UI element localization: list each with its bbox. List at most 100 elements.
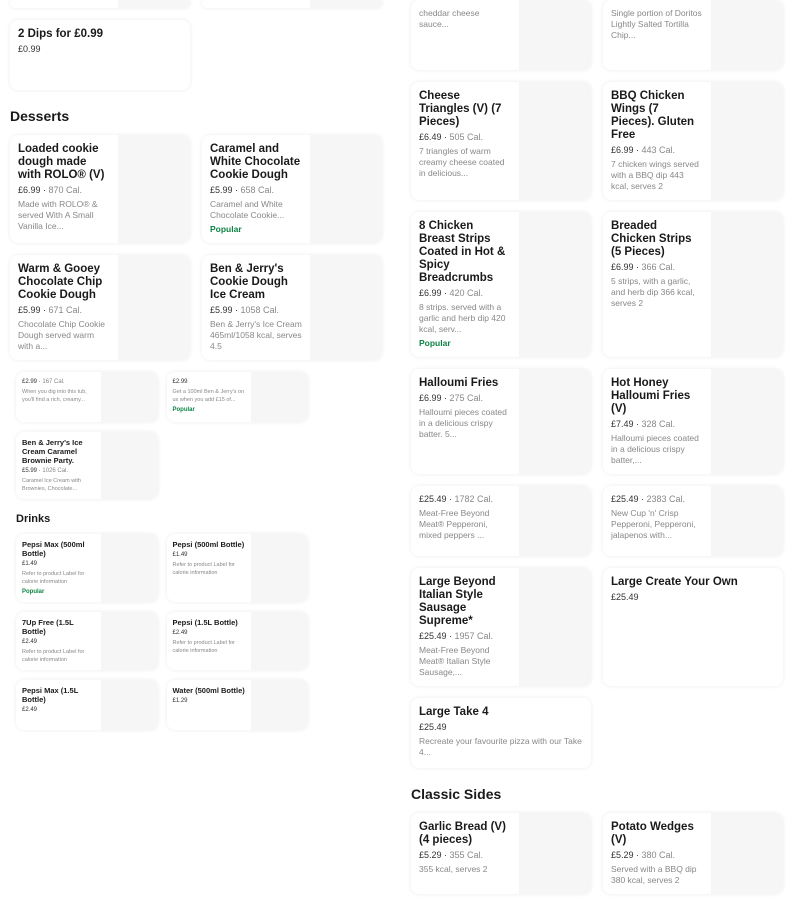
item-calories: 167 Cal. [42, 379, 65, 385]
menu-item-card[interactable]: Potato Wedges (V) £5.29 · 380 Cal. Served … [603, 813, 783, 894]
item-description: Refer to product Label for calorie infor… [172, 562, 235, 576]
item-image [251, 372, 308, 422]
item-price: £5.99 [210, 305, 233, 315]
item-image [251, 680, 308, 730]
item-description: cheddar cheese sauce... [419, 8, 480, 29]
menu-item-card[interactable]: Cheese Triangles (V) (7 Pieces) £6.49 · 5… [411, 82, 591, 200]
item-calories: 1782 Cal. [454, 494, 494, 504]
item-calories: 275 Cal. [449, 393, 484, 403]
popular-badge: Popular [210, 224, 242, 234]
menu-item-card[interactable]: Garlic Bread (V) (4 pieces) £5.29 · 355 C… [411, 813, 591, 894]
menu-item-card[interactable]: Ben & Jerry's Cookie Dough Ice Cream £5.9… [202, 255, 382, 360]
item-title: Cheese Triangles (V) (7 Pieces) [419, 90, 502, 128]
item-image [100, 680, 158, 730]
menu-row: Loaded cookie dough made with ROLO® (V) £… [10, 135, 382, 243]
menu-item-card[interactable]: £25.49 · 1782 Cal. Meat-Free Beyond Meat®… [411, 486, 591, 556]
item-description: Recreate your favourite pizza with our T… [419, 736, 582, 757]
menu-item-card[interactable]: Pepsi Max (500ml Bottle) £1.49 Refer to pr… [16, 534, 158, 602]
item-title: Large Take 4 [419, 706, 489, 718]
item-price: £0.99 [18, 44, 41, 54]
item-image [711, 813, 783, 894]
item-price: £25.49 [419, 631, 447, 641]
menu-row: Pepsi Max (1.5L Bottle) £2.49 Water (500ml… [16, 680, 308, 730]
drinks-region: £2.99 · 167 Cal. When you dig into this t… [16, 372, 308, 730]
item-description: 8 strips. served with a garlic and herb … [419, 302, 506, 334]
item-calories: 2383 Cal. [646, 494, 686, 504]
item-description: Single portion of Doritos Lightly Salted… [611, 8, 702, 40]
menu-item-card[interactable]: Loaded cookie dough made with ROLO® (V) £… [10, 135, 190, 243]
item-price: £6.99 [611, 145, 634, 155]
item-info: £25.49 · 1782 Cal. Meat-Free Beyond Meat®… [411, 486, 519, 556]
item-image [118, 255, 190, 360]
item-price: £6.99 [611, 262, 634, 272]
menu-item-card[interactable]: Large Create Your Own £25.49 [603, 568, 783, 686]
item-image [519, 369, 591, 474]
item-image [519, 568, 591, 686]
menu-item-card[interactable]: Caramel and White Chocolate Cookie Dough… [202, 135, 382, 243]
item-description: 7 triangles of warm creamy cheese coated… [419, 146, 505, 178]
section-header-drinks: Drinks [16, 513, 51, 525]
menu-item-card[interactable]: Pepsi (1.5L Bottle) £2.49 Refer to product… [166, 612, 308, 670]
item-image [310, 255, 382, 360]
item-info: Pepsi Max (500ml Bottle) £1.49 Refer to pr… [16, 534, 101, 602]
menu-item-card[interactable]: Pepsi Max (1.5L Bottle) £2.49 [16, 680, 158, 730]
item-title: Ben & Jerry's Cookie Dough Ice Cream [210, 263, 288, 301]
menu-item-card[interactable]: Pepsi (500ml Bottle) £1.49 Refer to produc… [166, 534, 308, 602]
section-header-classic-sides: Classic Sides [411, 786, 502, 802]
section-header-desserts: Desserts [10, 108, 70, 124]
item-title: Halloumi Fries [419, 377, 499, 389]
item-description: Served with a BBQ dip 380 kcal, serves 2 [611, 864, 697, 885]
menu-row: Ben & Jerry's Ice Cream Caramel Brownie … [16, 432, 308, 499]
item-info: £25.49 · 2383 Cal. New Cup 'n' Crisp Pepp… [603, 486, 711, 556]
menu-row: 2 Dips for £0.99 £0.99 [10, 20, 382, 90]
item-info: Large Beyond Italian Style Sausage Supre… [411, 568, 519, 686]
item-price: £25.49 [419, 722, 447, 732]
item-description: Halloumi pieces coated in a delicious cr… [419, 407, 507, 439]
item-calories: 366 Cal. [641, 262, 676, 272]
item-info: 7Up Free (1.5L Bottle) £2.49 Refer to prod… [16, 612, 101, 670]
menu-row: Large Take 4 £25.49 Recreate your favourit… [411, 698, 783, 768]
item-meta: £6.49 · 505 Cal. [419, 132, 484, 142]
menu-item-card[interactable] [10, 0, 190, 8]
menu-item-card[interactable]: 7Up Free (1.5L Bottle) £2.49 Refer to prod… [16, 612, 158, 670]
item-image [251, 612, 308, 670]
item-meta: £5.99 · 1058 Cal. [210, 305, 280, 315]
menu-item-card[interactable]: Hot Honey Halloumi Fries (V) £7.49 · 328 … [603, 369, 783, 474]
item-price: £5.99 [22, 468, 38, 474]
menu-item-card[interactable]: BBQ Chicken Wings (7 Pieces). Gluten Fre… [603, 82, 783, 200]
item-meta: £25.49 · 2383 Cal. [611, 494, 686, 504]
item-calories: 1026 Cal. [42, 468, 69, 474]
menu-item-card[interactable]: £2.99 · 167 Cal. When you dig into this t… [16, 372, 158, 422]
menu-item-card[interactable]: Single portion of Doritos Lightly Salted… [603, 0, 783, 70]
item-meta: £25.49 [611, 592, 775, 603]
item-price: £25.49 [419, 494, 447, 504]
item-title: Large Beyond Italian Style Sausage Supre… [419, 576, 496, 627]
item-price: £5.99 [18, 305, 41, 315]
menu-item-card[interactable]: 8 Chicken Breast Strips Coated in Hot & … [411, 212, 591, 357]
item-title: Warm & Gooey Chocolate Chip Cookie Dough [18, 263, 103, 301]
item-price: £5.99 [210, 185, 233, 195]
item-description: 5 strips, with a garlic, and herb dip 36… [611, 276, 695, 308]
menu-row: Warm & Gooey Chocolate Chip Cookie Dough… [10, 255, 382, 360]
item-price: £1.29 [172, 698, 188, 704]
item-meta: £6.99 · 443 Cal. [611, 145, 676, 155]
menu-item-card[interactable]: £2.99 Get a 100ml Ben & Jerry's on us whe… [166, 372, 308, 422]
menu-item-card[interactable]: Large Beyond Italian Style Sausage Supre… [411, 568, 591, 686]
menu-item-card[interactable]: £25.49 · 2383 Cal. New Cup 'n' Crisp Pepp… [603, 486, 783, 556]
menu-item-card[interactable]: Warm & Gooey Chocolate Chip Cookie Dough… [10, 255, 190, 360]
menu-item-card[interactable]: Water (500ml Bottle) £1.29 [166, 680, 308, 730]
item-info: Pepsi Max (1.5L Bottle) £2.49 [16, 680, 101, 730]
item-meta: £5.99 · 658 Cal. [210, 185, 275, 195]
menu-item-card[interactable] [202, 0, 382, 8]
menu-item-card[interactable]: 2 Dips for £0.99 £0.99 [10, 20, 190, 90]
item-meta: £6.99 · 366 Cal. [611, 262, 676, 272]
item-meta: £6.99 · 870 Cal. [18, 185, 83, 195]
menu-item-card[interactable]: Halloumi Fries £6.99 · 275 Cal. Halloumi p… [411, 369, 591, 474]
menu-item-card[interactable]: Large Take 4 £25.49 Recreate your favourit… [411, 698, 591, 768]
menu-item-card[interactable]: Ben & Jerry's Ice Cream Caramel Brownie … [16, 432, 158, 499]
item-meta: £6.99 · 420 Cal. [419, 288, 484, 298]
item-info: Pepsi (500ml Bottle) £1.49 Refer to produc… [167, 534, 252, 602]
menu-item-card[interactable]: Breaded Chicken Strips (5 Pieces) £6.99 ·… [603, 212, 783, 357]
item-title: Hot Honey Halloumi Fries (V) [611, 377, 691, 415]
menu-item-card[interactable]: cheddar cheese sauce... [411, 0, 591, 70]
